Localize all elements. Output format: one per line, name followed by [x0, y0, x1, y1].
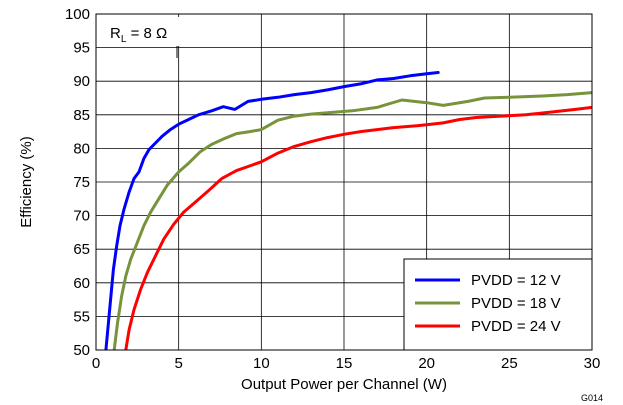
x-tick-labels: 0 5 10 15 20 25 30	[92, 355, 601, 372]
grid-lines	[96, 14, 592, 350]
x-tick-label: 30	[584, 355, 601, 372]
x-tick-label: 0	[92, 355, 100, 372]
legend-label-2: PVDD = 18 V	[471, 295, 561, 312]
legend-label-1: PVDD = 12 V	[471, 272, 561, 289]
plot-border	[95, 13, 593, 351]
y-tick-label: 75	[73, 174, 90, 191]
x-tick-label: 5	[174, 355, 182, 372]
y-axis-title: Efficiency (%)	[18, 136, 35, 227]
annotation-subscript: L	[121, 34, 127, 45]
x-axis-title: Output Power per Channel (W)	[241, 376, 447, 393]
y-tick-label: 80	[73, 140, 90, 157]
x-tick-label: 10	[253, 355, 270, 372]
series-layer	[104, 71, 592, 350]
legend: PVDD = 12 V PVDD = 18 V PVDD = 24 V	[403, 258, 593, 351]
y-tick-label: 95	[73, 40, 90, 57]
annotation-box	[100, 17, 195, 46]
x-tick-label: 20	[418, 355, 435, 372]
y-tick-label: 70	[73, 208, 90, 225]
legend-label-3: PVDD = 24 V	[471, 318, 561, 335]
series-line-3	[124, 105, 592, 350]
y-tick-label: 50	[73, 342, 90, 359]
y-tick-labels: 50 55 60 65 70 75 80 85 90 95 100	[65, 6, 90, 359]
x-tick-label: 15	[336, 355, 353, 372]
annotation-text: RL = 8 Ω	[110, 25, 167, 45]
series-line-1	[104, 71, 440, 350]
y-tick-label: 60	[73, 275, 90, 292]
y-tick-label: 100	[65, 6, 90, 23]
y-tick-label: 90	[73, 73, 90, 90]
annotation-rest: = 8 Ω	[126, 25, 167, 42]
figure-id: G014	[581, 393, 603, 403]
x-tick-label: 25	[501, 355, 518, 372]
series-line-2	[112, 91, 592, 350]
y-tick-label: 55	[73, 308, 90, 325]
y-tick-label: 65	[73, 241, 90, 258]
y-tick-label: 85	[73, 107, 90, 124]
